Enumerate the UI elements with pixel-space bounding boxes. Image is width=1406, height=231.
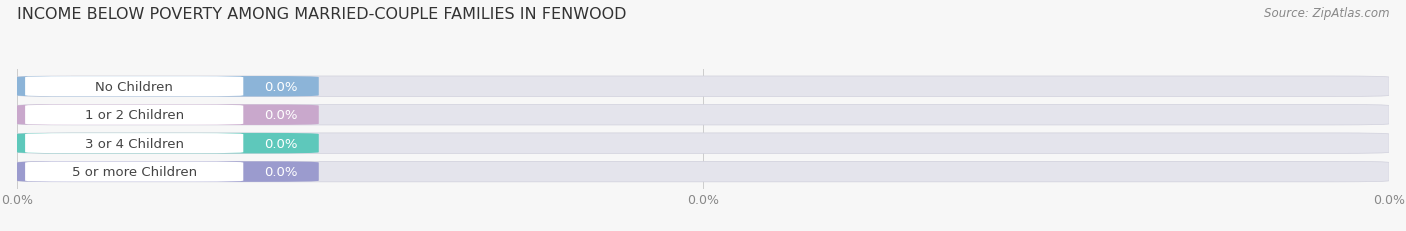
Text: 0.0%: 0.0% — [264, 165, 298, 178]
Text: 3 or 4 Children: 3 or 4 Children — [84, 137, 184, 150]
Text: 5 or more Children: 5 or more Children — [72, 165, 197, 178]
Text: No Children: No Children — [96, 80, 173, 93]
Text: Source: ZipAtlas.com: Source: ZipAtlas.com — [1264, 7, 1389, 20]
FancyBboxPatch shape — [25, 134, 243, 154]
Text: 0.0%: 0.0% — [264, 80, 298, 93]
FancyBboxPatch shape — [25, 162, 243, 182]
Text: 1 or 2 Children: 1 or 2 Children — [84, 109, 184, 122]
FancyBboxPatch shape — [17, 105, 1389, 125]
FancyBboxPatch shape — [17, 77, 1389, 97]
Text: 0.0%: 0.0% — [264, 137, 298, 150]
FancyBboxPatch shape — [17, 105, 319, 125]
FancyBboxPatch shape — [17, 162, 1389, 182]
FancyBboxPatch shape — [17, 133, 319, 154]
FancyBboxPatch shape — [17, 77, 319, 97]
Text: 0.0%: 0.0% — [264, 109, 298, 122]
FancyBboxPatch shape — [17, 133, 1389, 154]
Text: INCOME BELOW POVERTY AMONG MARRIED-COUPLE FAMILIES IN FENWOOD: INCOME BELOW POVERTY AMONG MARRIED-COUPL… — [17, 7, 626, 22]
FancyBboxPatch shape — [17, 162, 319, 182]
FancyBboxPatch shape — [25, 77, 243, 97]
FancyBboxPatch shape — [25, 105, 243, 125]
